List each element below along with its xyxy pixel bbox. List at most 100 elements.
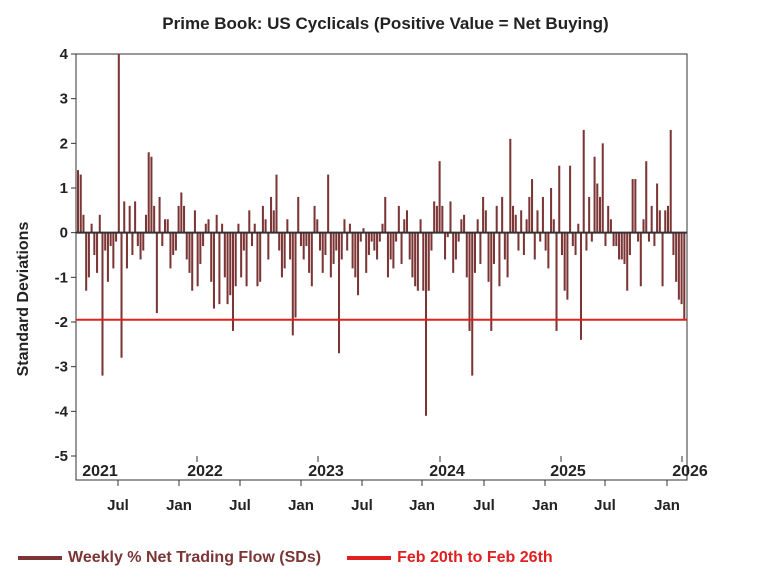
bar xyxy=(569,165,572,233)
bar xyxy=(503,232,506,260)
bar xyxy=(517,232,520,251)
bar xyxy=(302,232,305,260)
bar xyxy=(634,179,637,233)
chart-title: Prime Book: US Cyclicals (Positive Value… xyxy=(162,14,609,33)
bar xyxy=(536,210,539,233)
bar xyxy=(626,232,629,291)
bar xyxy=(85,232,88,291)
bar xyxy=(310,232,313,287)
bar xyxy=(482,196,485,233)
bar xyxy=(280,232,283,278)
bar xyxy=(128,205,131,233)
bar xyxy=(264,219,267,233)
bar xyxy=(389,232,392,260)
y-tick-label: -1 xyxy=(55,269,68,286)
bar xyxy=(329,232,332,278)
bar xyxy=(501,196,504,233)
legend-swatch-reference xyxy=(347,556,392,560)
bar xyxy=(579,232,583,340)
bar xyxy=(286,219,289,233)
bar xyxy=(346,232,349,251)
month-label: Jul xyxy=(351,497,373,514)
bar xyxy=(185,232,188,260)
month-label: Jan xyxy=(654,497,680,514)
bar xyxy=(327,174,330,233)
bar xyxy=(193,210,196,233)
bar xyxy=(123,201,126,233)
bar xyxy=(278,232,281,251)
bar xyxy=(647,232,650,242)
bar xyxy=(376,232,379,260)
bar xyxy=(492,232,496,264)
bar xyxy=(313,205,316,233)
bar xyxy=(79,174,82,233)
bar xyxy=(509,138,512,233)
year-label: 2025 xyxy=(550,463,586,480)
month-label: Jul xyxy=(229,497,251,514)
bar xyxy=(468,232,471,331)
bar xyxy=(604,232,607,247)
bar xyxy=(367,232,370,255)
bar xyxy=(253,223,256,233)
bar xyxy=(153,205,156,233)
bar xyxy=(650,205,653,233)
bar xyxy=(351,232,354,269)
bar xyxy=(96,232,99,273)
bar xyxy=(261,205,264,233)
bar xyxy=(316,219,319,233)
bar xyxy=(555,232,558,331)
bar xyxy=(471,232,474,376)
bar xyxy=(245,232,248,287)
bar xyxy=(558,165,561,233)
bar xyxy=(229,232,232,296)
bar xyxy=(414,232,417,287)
bar xyxy=(142,232,145,251)
bar xyxy=(476,219,479,233)
bar xyxy=(495,205,498,233)
bar xyxy=(645,161,648,233)
bar xyxy=(677,232,680,300)
bar xyxy=(191,232,194,291)
bar xyxy=(590,232,593,242)
bar xyxy=(441,205,444,233)
bar xyxy=(525,219,528,233)
bar xyxy=(419,219,422,233)
bars-group xyxy=(77,54,686,416)
legend: Weekly % Net Trading Flow (SDs) Feb 20th… xyxy=(18,546,758,570)
bar xyxy=(289,232,292,260)
bar xyxy=(115,232,118,242)
bar xyxy=(207,219,210,233)
bar xyxy=(196,232,199,287)
bar xyxy=(357,232,360,296)
bar xyxy=(87,232,90,278)
bar xyxy=(188,232,191,273)
bar xyxy=(117,54,120,233)
bar xyxy=(348,223,351,233)
bar xyxy=(672,232,675,255)
bar xyxy=(343,219,346,233)
bar xyxy=(680,232,683,305)
bar xyxy=(430,232,433,251)
bar xyxy=(473,232,476,273)
bar xyxy=(321,232,324,273)
bar xyxy=(215,214,218,233)
bar xyxy=(283,232,286,269)
bar xyxy=(291,232,294,336)
bar xyxy=(234,232,237,287)
plot-frame xyxy=(75,53,688,481)
bar xyxy=(204,223,207,233)
bar xyxy=(550,188,553,233)
bar xyxy=(242,232,245,251)
axis-group: 4 3 2 1 0 -1 -2 -3 -4 -5 2021 2022 2023 2024 2025 2026 J… xyxy=(55,46,708,514)
bar xyxy=(93,232,96,255)
bar xyxy=(180,192,183,233)
bar xyxy=(177,205,180,233)
bar xyxy=(609,219,612,233)
bar xyxy=(256,232,259,287)
bar xyxy=(164,219,167,233)
bar xyxy=(248,210,251,233)
bar xyxy=(134,201,137,233)
bar xyxy=(422,232,425,291)
legend-item-reference: Feb 20th to Feb 26th xyxy=(347,549,553,567)
bar xyxy=(90,223,93,233)
